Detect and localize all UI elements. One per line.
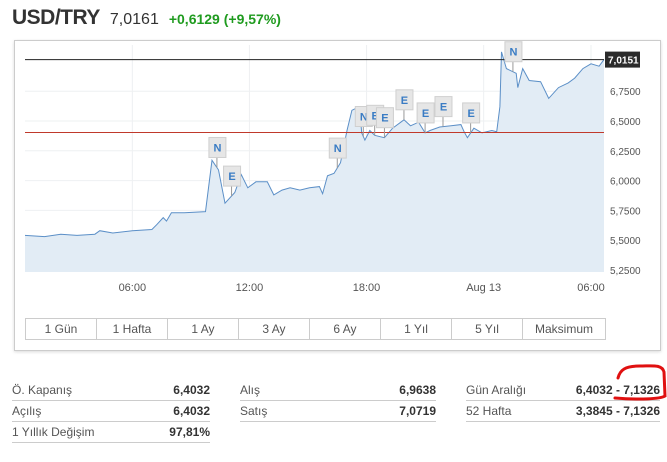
range-1-month-button[interactable]: 1 Ay [168,319,239,339]
range-1-week-button[interactable]: 1 Hafta [97,319,168,339]
news-flag[interactable]: N [504,41,523,72]
x-tick-label: 18:00 [353,282,381,294]
range-3-month-button[interactable]: 3 Ay [239,319,310,339]
stat-label: 52 Hafta [466,404,512,418]
flag-box [328,137,347,159]
flag-label: E [381,113,388,125]
flag-label: E [467,108,474,120]
last-price-badge [605,51,640,68]
flag-label: E [440,102,447,114]
y-tick-label: 6,7500 [610,87,641,98]
flag-box [462,102,481,124]
news-flag[interactable]: E [395,89,414,120]
price-area [25,51,604,273]
flag-label: E [422,108,429,120]
range-5-year-button[interactable]: 5 Yıl [452,319,523,339]
stat-value: 6,4032 [173,383,210,397]
range-1-day-button[interactable]: 1 Gün [26,319,97,339]
y-tick-label: 5,7500 [610,206,641,217]
x-tick-label: 06:00 [119,282,147,294]
price-chart[interactable]: 6,7500 6,5000 6,2500 6,0000 5,7500 5,5000 5,25… [0,0,667,300]
stat-row: 1 Yıllık Değişim 97,81% [12,422,210,443]
flag-label: N [360,111,368,123]
range-max-button[interactable]: Maksimum [534,322,593,336]
price-change: +0,6129 (+9,57%) [168,11,281,27]
news-flag[interactable]: E [375,107,394,138]
news-flag[interactable]: N [328,137,347,169]
y-tick-label: 5,5000 [610,236,641,247]
stat-value: 3,3845 - 7,1326 [575,404,660,418]
flag-box [375,107,394,129]
last-price-label: 7,0151 [608,56,639,67]
flag-label: N [334,143,342,155]
stat-value: 6,4032 - 7,1326 [575,383,660,397]
range-1-year-button[interactable]: 1 Yıl [381,319,452,339]
stat-value: 6,4032 [173,404,210,418]
stat-row: Gün Aralığı 6,4032 - 7,1326 [466,380,660,401]
quote-header: USD/TRY 7,0161 +0,6129 (+9,57%) [12,6,281,30]
stat-row: Ö. Kapanış 6,4032 [12,380,210,401]
last-price: 7,0161 [109,11,159,28]
flag-label: E [228,171,235,183]
stats-column-2: Alış 6,9638 Satış 7,0719 [240,380,436,422]
y-tick-label: 6,0000 [610,177,641,188]
news-flag[interactable]: E [434,96,453,127]
stat-row: Açılış 6,4032 [12,401,210,422]
range-selector: 1 Gün 1 Hafta 1 Ay 3 Ay 6 Ay 1 Yıl 5 Yıl… [25,318,606,340]
stat-label: Ö. Kapanış [12,383,73,397]
stat-value: 97,81% [169,425,210,439]
x-tick-label: 06:00 [577,282,605,294]
flag-box [434,96,453,118]
chart-panel [14,40,661,351]
y-tick-label: 5,2500 [610,266,641,277]
flag-box [223,165,242,187]
range-6-month-button[interactable]: 6 Ay [310,319,381,339]
news-flag[interactable]: N [208,136,227,168]
news-flag[interactable]: E [416,102,435,133]
stat-value: 6,9638 [399,383,436,397]
x-tick-label: 12:00 [236,282,264,294]
stats-column-1: Ö. Kapanış 6,4032 Açılış 6,4032 1 Yıllık D… [12,380,210,443]
flag-box [504,41,523,63]
symbol-title: USD/TRY [12,6,100,29]
stat-label: Alış [240,383,261,397]
flag-box [208,136,227,158]
stat-value: 7,0719 [399,404,436,418]
flag-box [395,89,414,111]
flag-label: E [372,110,379,122]
stat-label: Gün Aralığı [466,383,527,397]
flag-label: N [509,47,517,59]
stat-row: Alış 6,9638 [240,380,436,401]
flag-label: E [401,95,408,107]
stat-label: Açılış [12,404,42,418]
stats-column-3: Gün Aralığı 6,4032 - 7,1326 52 Hafta 3,384… [466,380,660,422]
y-tick-label: 6,5000 [610,117,641,128]
x-tick-label: Aug 13 [466,282,501,294]
y-tick-label: 6,2500 [610,147,641,158]
news-flag[interactable]: E [223,165,242,197]
stat-label: Satış [240,404,268,418]
stat-label: 1 Yıllık Değişim [12,425,95,439]
stat-row: 52 Hafta 3,3845 - 7,1326 [466,401,660,422]
stat-row: Satış 7,0719 [240,401,436,422]
flag-box [416,102,435,124]
news-flag[interactable]: E [462,102,481,133]
flag-label: N [213,142,221,154]
